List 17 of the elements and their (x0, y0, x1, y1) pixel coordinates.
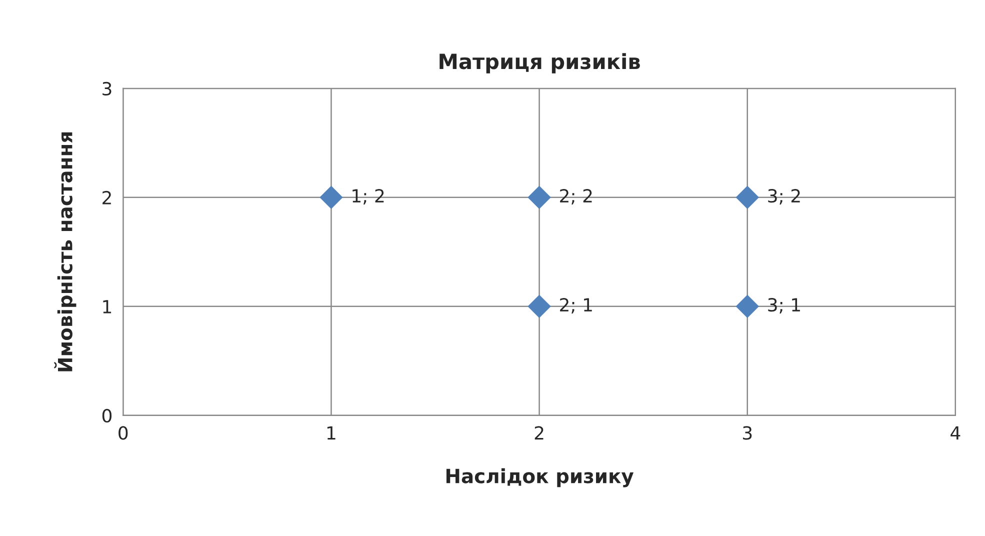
data-label: 3; 2 (768, 189, 800, 205)
data-label: 2; 1 (560, 298, 592, 314)
y-tick-label: 1 (103, 300, 112, 314)
y-tick-label: 0 (102, 408, 112, 423)
x-axis-title: Наслідок ризику (446, 468, 634, 488)
data-label: 2; 2 (560, 189, 592, 205)
y-tick-label: 3 (102, 82, 112, 96)
x-tick-label: 2 (534, 426, 544, 440)
data-label: 3; 1 (768, 298, 800, 314)
data-label: 1; 2 (352, 189, 384, 205)
y-axis-title: Ймовірність настання (54, 132, 76, 372)
x-tick-label: 1 (327, 426, 336, 440)
chart-title: Матриця ризиків (440, 53, 640, 74)
x-tick-label: 0 (118, 426, 128, 440)
x-tick-label: 4 (950, 426, 960, 440)
x-tick-label: 3 (743, 426, 752, 440)
y-tick-label: 2 (102, 190, 111, 204)
